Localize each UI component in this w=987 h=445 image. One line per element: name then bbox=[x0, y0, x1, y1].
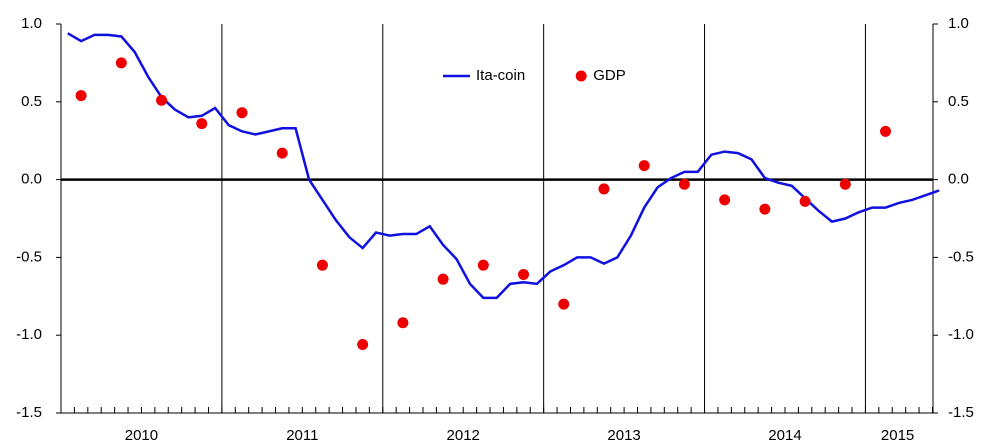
legend-swatch bbox=[575, 70, 587, 82]
x-tick-label: 2012 bbox=[447, 427, 480, 444]
y-tick-label: 0.5 bbox=[21, 93, 42, 110]
data-point bbox=[316, 259, 328, 271]
y-tick-label: -1.5 bbox=[16, 404, 42, 421]
data-point bbox=[518, 269, 530, 281]
data-point bbox=[719, 194, 731, 206]
x-tick-label: 2013 bbox=[607, 427, 640, 444]
y-tick-label: 0.0 bbox=[21, 171, 42, 188]
data-point bbox=[437, 273, 449, 285]
y2-tick-label: -1.5 bbox=[948, 404, 974, 421]
data-point bbox=[880, 125, 892, 137]
y-tick-label: -0.5 bbox=[16, 248, 42, 265]
data-point bbox=[678, 178, 690, 190]
data-point bbox=[397, 317, 409, 329]
data-point bbox=[558, 298, 570, 310]
data-point bbox=[638, 160, 650, 172]
y-tick-label: -1.0 bbox=[16, 326, 42, 343]
data-point bbox=[357, 339, 369, 351]
y2-tick-label: 0.0 bbox=[948, 171, 969, 188]
legend-label: Ita-coin bbox=[476, 67, 525, 84]
series-line bbox=[67, 32, 940, 300]
y2-tick-label: 1.0 bbox=[948, 15, 969, 32]
x-tick-label: 2015 bbox=[881, 427, 914, 444]
data-point bbox=[196, 118, 208, 130]
data-point bbox=[477, 259, 489, 271]
data-point bbox=[276, 147, 288, 159]
data-point bbox=[156, 94, 168, 106]
x-tick-label: 2010 bbox=[125, 427, 158, 444]
x-tick-label: 2011 bbox=[286, 427, 318, 444]
data-point bbox=[598, 183, 610, 195]
y2-tick-label: -1.0 bbox=[948, 326, 974, 343]
y2-tick-label: -0.5 bbox=[948, 248, 974, 265]
y-tick-label: 1.0 bbox=[21, 15, 42, 32]
data-point bbox=[236, 107, 248, 119]
data-point bbox=[799, 195, 811, 207]
data-point bbox=[839, 178, 851, 190]
y2-tick-label: 0.5 bbox=[948, 93, 969, 110]
legend-label: GDP bbox=[593, 67, 626, 84]
data-point bbox=[75, 90, 87, 102]
data-point bbox=[115, 57, 127, 69]
data-point bbox=[759, 203, 771, 215]
x-tick-label: 2014 bbox=[768, 427, 801, 444]
